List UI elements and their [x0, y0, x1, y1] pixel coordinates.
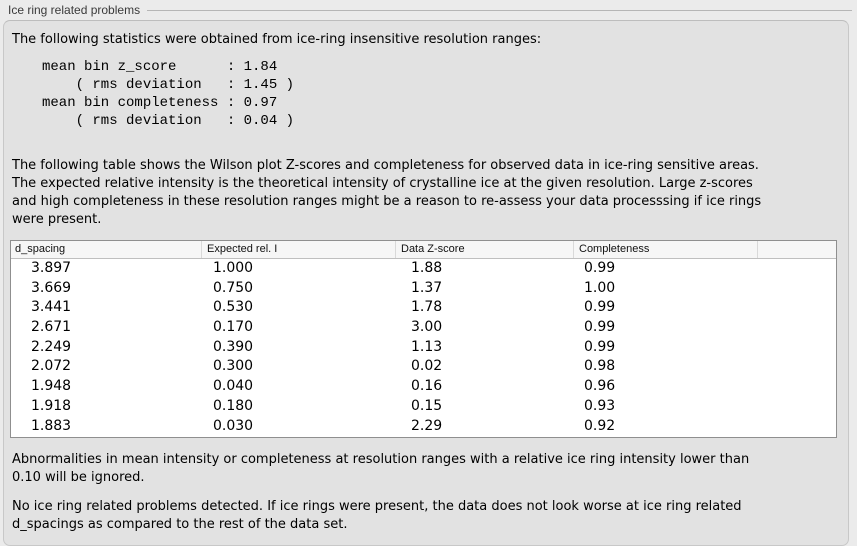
- stats-block: mean bin z_score : 1.84 ( rms deviation …: [42, 59, 295, 129]
- table-cell: 2.072: [31, 358, 72, 375]
- table-row[interactable]: 3.441 0.530 1.78 0.99: [11, 298, 836, 318]
- caption-divider: [147, 10, 852, 11]
- table-cell-filler: [758, 417, 836, 437]
- table-cell: 2.671: [31, 319, 72, 336]
- table-cell: 0.02: [411, 358, 443, 375]
- table-cell: 1.000: [213, 260, 254, 276]
- table-cell: 0.750: [213, 279, 254, 296]
- table-cell-filler: [758, 357, 836, 377]
- table-cell: 0.93: [584, 397, 616, 414]
- table-row[interactable]: 2.249 0.390 1.13 0.99: [11, 338, 836, 358]
- ice-ring-table: d_spacing Expected rel. I Data Z-score Comp…: [10, 240, 837, 438]
- table-row[interactable]: 1.883 0.030 2.29 0.92: [11, 417, 836, 437]
- ice-ring-panel: The following statistics were obtained f…: [3, 20, 849, 546]
- table-cell-filler: [758, 397, 836, 417]
- table-description: The following table shows the Wilson plo…: [12, 158, 762, 227]
- table-cell-filler: [758, 298, 836, 318]
- table-cell: 0.99: [584, 338, 616, 355]
- table-cell: 3.669: [31, 279, 72, 296]
- table-row[interactable]: 3.897 1.000 1.88 0.99: [11, 259, 836, 279]
- table-cell: 1.948: [31, 378, 72, 395]
- table-cell-filler: [758, 259, 836, 279]
- column-header-filler: [758, 241, 836, 258]
- table-cell: 1.88: [411, 260, 443, 276]
- table-cell: 0.16: [411, 378, 443, 395]
- table-cell: 2.249: [31, 338, 72, 355]
- column-header-d-spacing[interactable]: d_spacing: [11, 241, 202, 258]
- table-cell: 0.98: [584, 358, 616, 375]
- table-cell: 0.99: [584, 299, 616, 316]
- column-header-data-z-score[interactable]: Data Z-score: [396, 241, 574, 258]
- table-cell-filler: [758, 318, 836, 338]
- table-cell: 1.918: [31, 397, 72, 414]
- table-row[interactable]: 1.918 0.180 0.15 0.93: [11, 397, 836, 417]
- table-cell: 0.530: [213, 299, 254, 316]
- table-row[interactable]: 1.948 0.040 0.16 0.96: [11, 377, 836, 397]
- table-cell-filler: [758, 377, 836, 397]
- table-cell: 0.390: [213, 338, 254, 355]
- table-header: d_spacing Expected rel. I Data Z-score Comp…: [11, 241, 836, 259]
- conclusion-text: No ice ring related problems detected. I…: [12, 499, 742, 532]
- table-cell: 1.883: [31, 417, 72, 434]
- table-cell: 3.00: [411, 319, 443, 336]
- table-cell: 0.030: [213, 417, 254, 434]
- table-cell: 0.99: [584, 319, 616, 336]
- column-header-expected-rel-i[interactable]: Expected rel. I: [202, 241, 396, 258]
- table-cell: 0.300: [213, 358, 254, 375]
- table-cell: 1.78: [411, 299, 443, 316]
- table-cell-filler: [758, 279, 836, 299]
- table-row[interactable]: 2.671 0.170 3.00 0.99: [11, 318, 836, 338]
- panel-caption: Ice ring related problems: [8, 3, 141, 17]
- table-cell: 0.040: [213, 378, 254, 395]
- table-cell: 1.13: [411, 338, 443, 355]
- table-cell: 0.96: [584, 378, 616, 395]
- table-cell: 1.37: [411, 279, 443, 296]
- column-header-completeness[interactable]: Completeness: [574, 241, 758, 258]
- ignore-note: Abnormalities in mean intensity or compl…: [12, 452, 750, 485]
- table-cell: 2.29: [411, 417, 443, 434]
- table-row[interactable]: 3.669 0.750 1.37 1.00: [11, 279, 836, 299]
- table-cell: 0.99: [584, 260, 616, 276]
- table-row[interactable]: 2.072 0.300 0.02 0.98: [11, 357, 836, 377]
- table-cell: 0.170: [213, 319, 254, 336]
- table-body: 3.897 1.000 1.88 0.99 3.669 0.750 1.37 1.00 3.44…: [11, 259, 836, 436]
- table-cell: 0.15: [411, 397, 443, 414]
- panel-caption-row: Ice ring related problems: [8, 0, 852, 20]
- table-cell: 0.92: [584, 417, 616, 434]
- table-cell: 3.897: [31, 260, 72, 276]
- intro-text: The following statistics were obtained f…: [12, 32, 542, 47]
- table-cell: 3.441: [31, 299, 72, 316]
- table-cell: 1.00: [584, 279, 616, 296]
- table-cell: 0.180: [213, 397, 254, 414]
- table-cell-filler: [758, 338, 836, 358]
